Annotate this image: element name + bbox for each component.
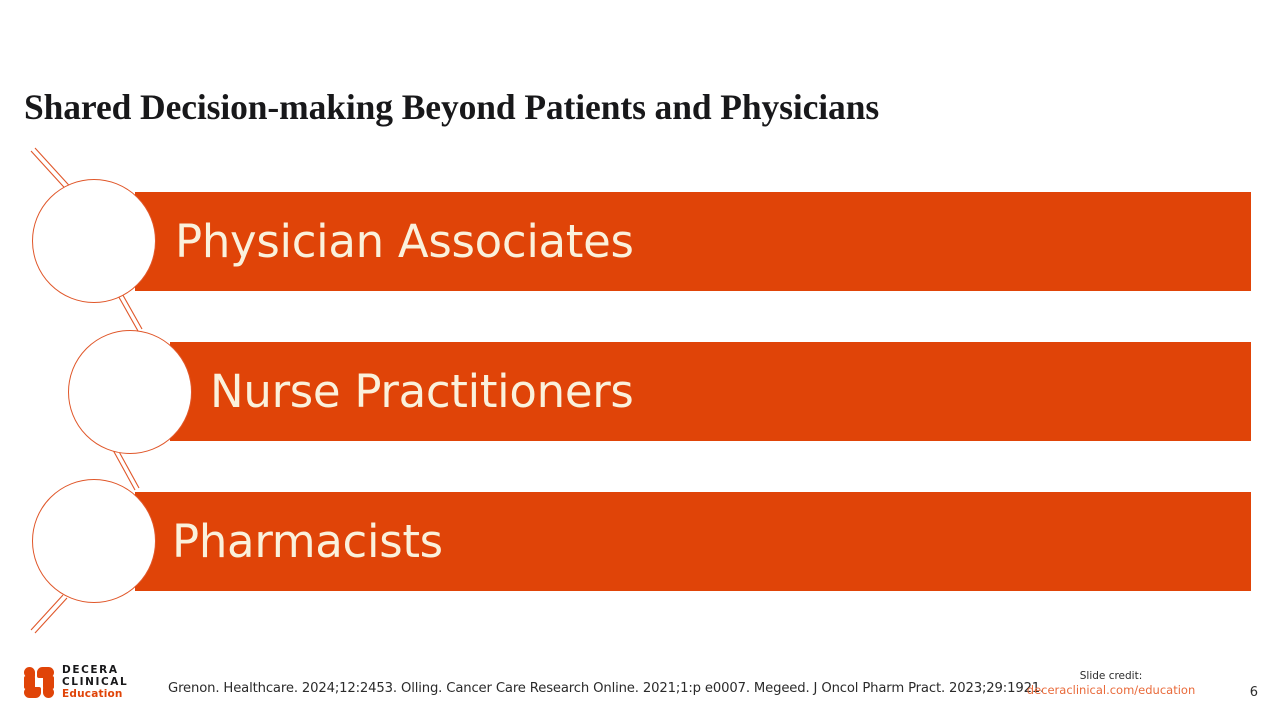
process-diagram: Physician Associates Nurse Practitioners… [0, 147, 1280, 634]
diagram-row-2: Nurse Practitioners [0, 342, 1280, 441]
diagram-node-circle-3 [32, 479, 156, 603]
decera-logo: DECERA CLINICAL Education [24, 664, 129, 700]
diagram-bar-1-label: Physician Associates [175, 215, 634, 268]
decera-logo-text: DECERA CLINICAL Education [62, 664, 129, 700]
diagram-node-circle-2 [68, 330, 192, 454]
slide-footer: DECERA CLINICAL Education Grenon. Health… [0, 655, 1280, 720]
logo-line-2: CLINICAL [62, 675, 129, 688]
slide-credit: Slide credit: deceraclinical.com/educati… [996, 669, 1226, 699]
diagram-row-1: Physician Associates [0, 192, 1280, 291]
page-title: Shared Decision-making Beyond Patients a… [24, 86, 880, 127]
diagram-bar-1 [135, 192, 1251, 291]
logo-line-3: Education [62, 687, 123, 700]
diagram-node-circle-1 [32, 179, 156, 303]
citation-text: Grenon. Healthcare. 2024;12:2453. Olling… [168, 681, 1045, 696]
logo-line-1: DECERA [62, 664, 119, 676]
decera-logo-mark-icon [24, 667, 54, 699]
slide-credit-label: Slide credit: [1079, 670, 1143, 682]
diagram-row-3: Pharmacists [0, 492, 1280, 591]
diagram-bar-3 [135, 492, 1251, 591]
slide-credit-link[interactable]: deceraclinical.com/education [1026, 683, 1196, 698]
diagram-bar-2-label: Nurse Practitioners [210, 365, 634, 418]
page-number: 6 [1249, 685, 1258, 700]
diagram-bar-2 [170, 342, 1251, 441]
diagram-bar-3-label: Pharmacists [172, 515, 443, 568]
